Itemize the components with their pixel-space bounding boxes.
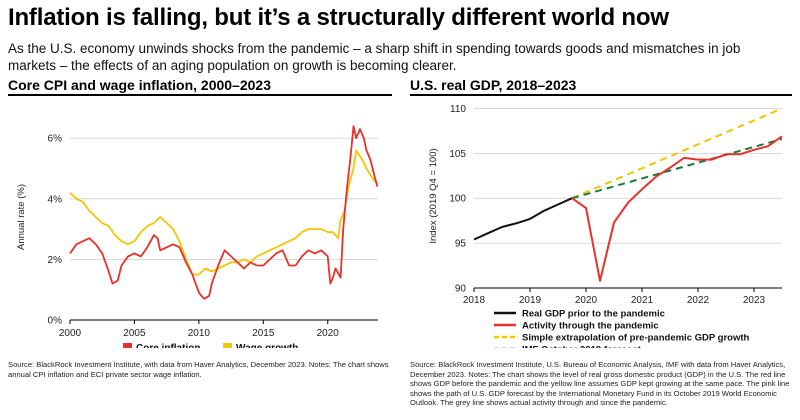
gdp-chart: 90 95 100 105 110 2018 2019 2020 2021 2022 2023 Ind… [428,104,783,349]
x-tick-label: 2021 [631,295,654,306]
x-tick-label: 2020 [317,328,340,339]
legend-pandemic-activity-label: Activity through the pandemic [522,321,659,332]
left-chart-heading: Core CPI and wage inflation, 2000–2023 [8,77,271,93]
right-source-note: Source: BlackRock Investment Institute, … [410,360,790,408]
page-subtitle: As the U.S. economy unwinds shocks from … [8,41,741,73]
left-heading-rule [8,94,392,96]
x-tick-label: 2015 [252,328,275,339]
legend-wage-growth-label: Wage growth [236,343,298,348]
y-tick-label: 2% [48,255,63,266]
y-tick-label: 4% [48,194,63,205]
x-tick-label: 2020 [575,295,598,306]
left-source-note: Source: BlackRock Investment Institute, … [8,360,389,379]
right-chart-heading: U.S. real GDP, 2018–2023 [410,77,577,93]
legend-wage-growth-swatch [223,343,232,348]
cpi-wage-chart: 0% 2% 4% 6% 2000 2005 2010 2015 2020 Annual rate … [16,125,379,348]
legend-core-inflation-label: Core inflation [136,343,200,348]
wage-growth-line [69,149,379,276]
y-tick-label: 100 [449,194,466,205]
y-axis-label: Index (2019 Q4 = 100) [428,148,439,243]
y-tick-label: 110 [450,104,466,115]
x-tick-label: 2000 [59,328,82,339]
y-tick-label: 90 [455,284,467,295]
pre-pandemic-extrapolation-line [571,107,783,200]
x-tick-label: 2018 [463,295,486,306]
page-title: Inflation is falling, but it’s a structu… [8,4,669,31]
x-tick-label: 2023 [743,295,766,306]
y-tick-label: 0% [48,316,63,327]
legend-core-inflation-swatch [123,343,132,348]
y-tick-label: 95 [455,239,467,250]
x-tick-label: 2010 [188,328,211,339]
x-tick-label: 2019 [519,295,542,306]
y-tick-label: 105 [449,149,466,160]
imf-forecast-line [571,138,783,200]
core-inflation-line [69,125,379,300]
legend-imf-forecast-label: IMF October 2019 forecast [522,345,642,349]
pandemic-activity-line [571,135,783,282]
y-tick-label: 6% [48,134,63,145]
x-tick-label: 2005 [123,328,146,339]
real-gdp-pre-pandemic-line [473,197,573,241]
right-heading-rule [410,94,792,96]
x-tick-label: 2022 [687,295,710,306]
legend-extrapolation-label: Simple extrapolation of pre-pandemic GDP… [522,333,750,344]
y-axis-label: Annual rate (%) [16,184,27,250]
legend-real-gdp-label: Real GDP prior to the pandemic [522,309,665,320]
